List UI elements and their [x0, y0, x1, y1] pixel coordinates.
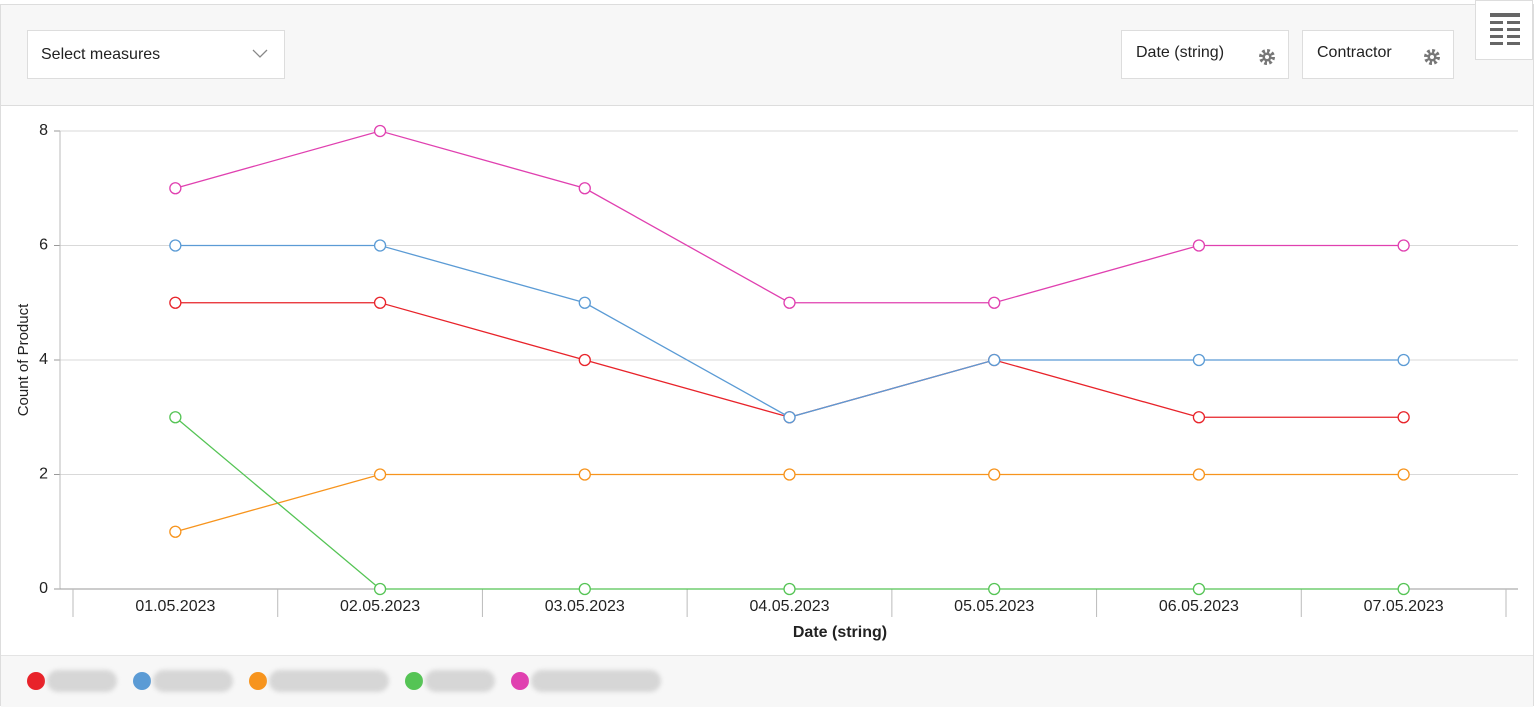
data-point: [169, 239, 182, 252]
x-tick-label: 01.05.2023: [135, 598, 215, 615]
gear-icon: [1259, 49, 1275, 65]
legend-label-redacted: [47, 670, 117, 692]
x-tick-label: 04.05.2023: [749, 598, 829, 615]
data-point: [783, 468, 796, 481]
data-point: [578, 296, 591, 309]
data-point: [988, 353, 1001, 367]
data-point: [578, 582, 591, 596]
x-tick-label: 05.05.2023: [954, 598, 1034, 615]
y-tick-label: 6: [39, 237, 48, 254]
measure-select[interactable]: Select measures: [27, 30, 285, 79]
field-button[interactable]: Contractor: [1302, 30, 1454, 79]
y-axis-title: Count of Product: [15, 303, 32, 416]
legend-swatch[interactable]: [511, 672, 529, 690]
data-point: [169, 296, 182, 309]
data-point: [1192, 411, 1206, 424]
data-point: [783, 582, 796, 596]
data-point: [1397, 468, 1410, 481]
data-point: [988, 296, 1001, 309]
series-line: [175, 473, 1404, 533]
y-tick-label: 0: [39, 580, 48, 597]
measure-select-text: Select measures: [41, 46, 161, 63]
field-label: Date (string): [1136, 44, 1225, 61]
y-tick-label: 4: [39, 351, 48, 368]
data-point: [1192, 239, 1206, 252]
data-point: [169, 525, 182, 538]
data-point: [1192, 353, 1206, 367]
toolbar: Select measures Date (string) Contractor: [1, 0, 1533, 106]
y-tick-label: 8: [39, 122, 48, 139]
data-point: [1192, 468, 1206, 481]
series-line: [175, 130, 1404, 304]
gear-icon: [1424, 49, 1440, 65]
legend: [1, 655, 1533, 707]
data-point: [373, 124, 387, 138]
legend-swatch[interactable]: [27, 672, 45, 690]
legend-label-redacted: [153, 670, 233, 692]
x-axis-title: Date (string): [793, 624, 887, 641]
legend-label-redacted: [425, 670, 495, 692]
table-icon: [1490, 13, 1520, 45]
table-view-button[interactable]: [1475, 0, 1533, 60]
data-point: [373, 582, 387, 596]
x-tick-label: 03.05.2023: [545, 598, 625, 615]
data-point: [1397, 239, 1410, 252]
chevron: [252, 49, 268, 58]
x-tick-label: 07.05.2023: [1364, 598, 1444, 615]
data-point: [1397, 353, 1410, 367]
legend-label-redacted: [531, 670, 661, 692]
data-point: [373, 296, 387, 309]
legend-label-redacted: [269, 670, 389, 692]
data-point: [988, 468, 1001, 481]
x-tick-label: 06.05.2023: [1159, 598, 1239, 615]
data-point: [578, 182, 591, 195]
data-point: [1397, 411, 1410, 424]
data-point: [169, 411, 182, 424]
data-point: [1192, 582, 1206, 596]
data-point: [1397, 582, 1410, 596]
series-line: [174, 416, 1404, 590]
data-point: [988, 582, 1001, 596]
data-point: [578, 353, 591, 367]
legend-swatch[interactable]: [249, 672, 267, 690]
series-line: [175, 244, 1404, 418]
x-tick-label: 02.05.2023: [340, 598, 420, 615]
data-point: [578, 468, 591, 481]
data-point: [783, 296, 796, 309]
data-point: [373, 468, 387, 481]
data-point: [169, 182, 182, 195]
chart: Date (string) Count of Product 0 2 4 6 8 01.0…: [15, 122, 1518, 641]
field-label: Contractor: [1317, 44, 1392, 61]
field-button[interactable]: Date (string): [1121, 30, 1289, 79]
legend-swatch[interactable]: [133, 672, 151, 690]
y-tick-label: 2: [39, 466, 48, 483]
data-point: [783, 411, 796, 424]
legend-swatch[interactable]: [405, 672, 423, 690]
data-point: [373, 239, 387, 252]
